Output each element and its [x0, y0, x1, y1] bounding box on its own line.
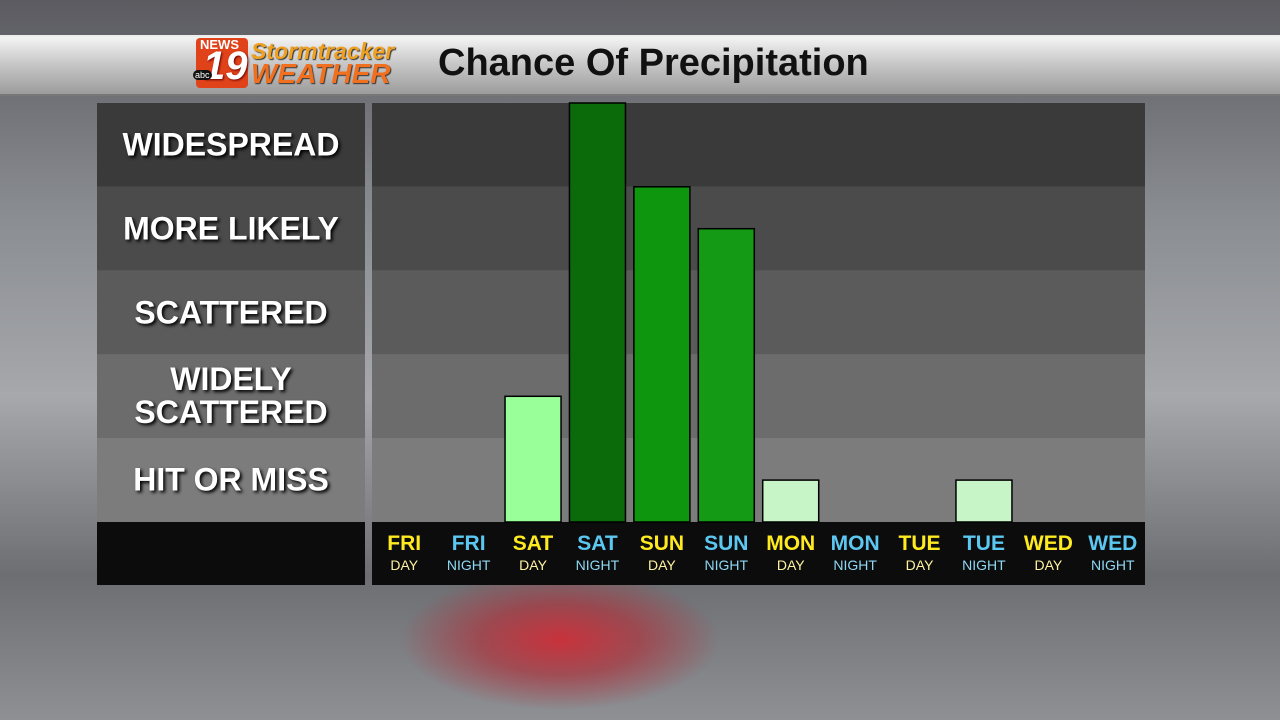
x-tick-period: DAY	[1034, 557, 1063, 573]
y-tick-label: HIT OR MISS	[133, 461, 329, 498]
bar	[504, 395, 562, 523]
label-band	[97, 354, 365, 439]
bar	[697, 227, 756, 523]
grid-band	[372, 186, 1145, 271]
grid-band	[372, 270, 1145, 355]
x-tick-label: SUN	[639, 532, 685, 555]
label-band	[97, 270, 365, 355]
x-tick-label: SAT	[577, 532, 618, 555]
x-tick-period: NIGHT	[833, 557, 877, 573]
x-tick-period: DAY	[776, 557, 805, 573]
x-tick-period: NIGHT	[575, 557, 620, 573]
bar	[633, 186, 691, 523]
bar	[761, 479, 820, 523]
logo-brand: Stormtracker	[251, 38, 395, 64]
y-tick-label: MORE LIKELY	[123, 210, 339, 247]
bar	[568, 102, 627, 523]
x-tick-label: TUE	[898, 532, 941, 555]
chart-title: Chance Of Precipitation	[438, 42, 869, 84]
label-band	[97, 186, 365, 271]
x-tick-period: DAY	[905, 557, 934, 573]
x-tick-period: NIGHT	[446, 557, 491, 573]
x-tick-label: WED	[1023, 532, 1073, 555]
x-tick-label: FRI	[451, 532, 486, 555]
logo-network: abc	[193, 70, 212, 80]
y-tick-label: WIDELY SCATTERED	[134, 361, 328, 431]
label-band	[97, 103, 365, 187]
x-tick-label: SUN	[704, 532, 749, 555]
label-panel-bottom	[97, 522, 365, 585]
y-tick-label: WIDESPREAD	[122, 126, 340, 163]
x-tick-period: NIGHT	[704, 557, 749, 573]
x-tick-period: NIGHT	[1091, 557, 1135, 573]
x-tick-label: SAT	[512, 532, 554, 555]
label-band	[97, 438, 365, 522]
grid-band	[372, 103, 1145, 187]
x-tick-label: MON	[830, 532, 880, 555]
x-tick-label: TUE	[962, 532, 1005, 555]
x-tick-label: MON	[766, 532, 816, 555]
x-tick-period: DAY	[519, 557, 547, 573]
x-tick-period: DAY	[648, 557, 676, 573]
x-tick-label: FRI	[387, 532, 422, 555]
grid-band	[372, 354, 1145, 439]
x-tick-label: WED	[1088, 532, 1138, 555]
x-tick-period: DAY	[390, 557, 419, 573]
y-tick-label: SCATTERED	[134, 294, 328, 330]
logo-weather: WEATHER	[251, 58, 391, 89]
x-tick-period: NIGHT	[962, 557, 1006, 573]
bar	[955, 479, 1013, 523]
logo-number: 19	[203, 44, 248, 88]
axis-panel	[372, 522, 1145, 585]
logo-news: NEWS	[200, 37, 239, 52]
grid-band	[372, 438, 1145, 522]
